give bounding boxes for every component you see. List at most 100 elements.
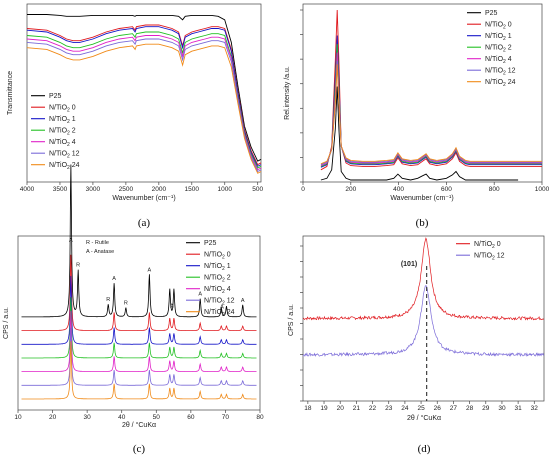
panel-a-series-p25 [27, 14, 262, 162]
panel-c-legend-label-n-tio2-1: N/TiO2 1 [204, 263, 231, 272]
panel-a: 4000 3500 3000 2500 2000 1500 1000 500 P25 N/TiO… [7, 3, 264, 229]
panel-a-xlabel: Wavenumber (cm⁻¹) [112, 195, 175, 202]
panel-d-xtick-19: 19 [320, 405, 328, 412]
panel-b-legend-label-n-tio2-1: N/TiO2 1 [485, 33, 512, 42]
panel-c-peak-label: A [69, 238, 73, 244]
panel-b-xtick-600: 600 [441, 186, 452, 193]
panel-d-series-n-tio2-12 [302, 285, 545, 357]
panel-c-peak-label: R [106, 297, 110, 303]
panel-a-xtick-1500: 1500 [185, 186, 200, 193]
panel-d-xtick-21: 21 [353, 405, 361, 412]
panel-a-xtick-2000: 2000 [152, 186, 167, 193]
panel-a-legend-label-n-tio2-12: N/TiO2 12 [49, 151, 80, 160]
panel-d-legend-label-n-tio2-12: N/TiO2 12 [474, 253, 505, 262]
panel-a-xtick-2500: 2500 [119, 186, 134, 193]
panel-a-legend-label-n-tio2-4: N/TiO2 4 [49, 139, 76, 148]
panel-c-ticks: 10 20 30 40 50 60 70 80 [14, 410, 264, 421]
panel-d-xtick-22: 22 [369, 405, 377, 412]
panel-a-legend-label-n-tio2-1: N/TiO2 1 [49, 116, 76, 125]
panel-d-annotation-101: (101) [401, 261, 417, 268]
panel-c-label: (c) [133, 443, 146, 455]
panel-c-legend: P25 N/TiO2 0 N/TiO2 1 N/TiO2 2 N/TiO2 4 N/TiO… [186, 240, 235, 318]
panel-c-series-n-tio2-1 [21, 275, 257, 345]
panel-c-curves [21, 164, 257, 400]
panel-c-peak-label: A [112, 276, 116, 282]
panel-d-label: (d) [418, 443, 431, 455]
panel-b-legend-label-n-tio2-0: N/TiO2 0 [485, 22, 512, 31]
panel-b-series-n-tio2-0 [320, 9, 542, 171]
panel-b-legend: P25 N/TiO2 0 N/TiO2 1 N/TiO2 2 N/TiO2 4 N/TiO… [467, 10, 516, 88]
panel-a-ylabel: Transmittance [7, 71, 14, 115]
panel-c-ylabel: CPS / a.u. [3, 307, 10, 339]
panel-b-legend-label-n-tio2-24: N/TiO2 24 [485, 79, 516, 88]
panel-c-peak-markers: A R R A R A A A A A [69, 238, 245, 311]
panel-c-peak-label: R [76, 263, 80, 269]
panel-b-series-n-tio2-12 [320, 60, 542, 166]
panel-c-series-n-tio2-12 [21, 327, 257, 386]
panel-a-series-n-tio2-24 [26, 43, 262, 174]
panel-d-series-n-tio2-0 [302, 237, 544, 321]
panel-d-xtick-30: 30 [498, 405, 506, 412]
panel-b-xlabel: Wavenumber (cm⁻¹) [390, 195, 453, 202]
panel-d-xtick-25: 25 [417, 405, 425, 412]
panel-b-xtick-400: 400 [393, 186, 404, 193]
panel-b-xtick-1000: 1000 [535, 186, 550, 193]
panel-c-xtick-70: 70 [222, 414, 230, 421]
panel-d-xlabel: 2θ / °CuKα [407, 414, 441, 422]
panel-a-series-n-tio2-0 [26, 24, 262, 166]
panel-d-xtick-28: 28 [466, 405, 474, 412]
panel-a-ticks: 4000 3500 3000 2500 2000 1500 1000 500 [20, 182, 264, 193]
panel-a-curves [26, 14, 262, 174]
panel-d-curves [302, 237, 545, 401]
panel-a-xtick-1000: 1000 [218, 186, 233, 193]
panel-b-xtick-0: 0 [301, 186, 305, 193]
panel-a-series-n-tio2-12 [26, 38, 262, 173]
panel-b-legend-label-n-tio2-12: N/TiO2 12 [485, 68, 516, 77]
panel-c-xtick-40: 40 [118, 414, 126, 421]
panel-c-legend-label-n-tio2-24: N/TiO2 24 [204, 309, 235, 318]
panel-c-series-n-tio2-2 [21, 297, 257, 359]
panel-a-series-n-tio2-4 [26, 35, 262, 171]
panel-a-frame [26, 3, 262, 183]
panel-d-ylabel: CPS / a.u. [288, 304, 295, 336]
panel-a-legend-label-n-tio2-24: N/TiO2 24 [49, 162, 80, 171]
panel-c-annotation-rutile: R - Rutile [86, 240, 109, 246]
panel-a-xtick-4000: 4000 [20, 186, 35, 193]
panel-c: A R R A R A A A A A 10 20 30 40 50 60 70 80 P25 N/TiO2 0 N… [3, 164, 264, 455]
panel-b-label: (b) [416, 217, 429, 229]
panel-c-peak-label: A [170, 303, 174, 309]
panel-c-series-n-tio2-0 [21, 254, 257, 331]
panel-d-xtick-27: 27 [450, 405, 458, 412]
panel-d-xtick-32: 32 [531, 405, 539, 412]
panel-c-xtick-60: 60 [187, 414, 195, 421]
panel-d-xtick-26: 26 [434, 405, 442, 412]
panel-b-xtick-800: 800 [489, 186, 500, 193]
panel-b-frame [302, 3, 543, 183]
panel-b: 0 200 400 600 800 1000 P25 N/TiO2 0 N/TiO2 1 N/T… [284, 3, 550, 229]
panel-a-legend-label-n-tio2-2: N/TiO2 2 [49, 128, 76, 137]
panel-c-legend-label-n-tio2-2: N/TiO2 2 [204, 275, 231, 284]
panel-c-peak-label: A [220, 305, 224, 311]
panel-c-frame [17, 235, 261, 411]
panel-c-xtick-20: 20 [49, 414, 57, 421]
panel-c-peak-label: A [241, 298, 245, 304]
panel-c-series-n-tio2-24 [21, 341, 257, 400]
panel-b-series-p25 [320, 86, 519, 181]
panel-a-legend-label-n-tio2-0: N/TiO2 0 [49, 105, 76, 114]
panel-c-legend-label-n-tio2-4: N/TiO2 4 [204, 286, 231, 295]
panel-b-ticks: 0 200 400 600 800 1000 [300, 9, 550, 193]
panel-c-peak-label: A [148, 267, 152, 273]
panel-d-ticks: 18 19 20 21 22 23 24 25 26 27 28 29 30 31 32 [300, 245, 539, 412]
panel-c-xlabel: 2θ / °CuKα [122, 421, 156, 429]
panel-b-legend-label-n-tio2-2: N/TiO2 2 [485, 45, 512, 54]
panel-a-series-n-tio2-1 [26, 26, 262, 167]
panel-a-legend-label-p25: P25 [49, 93, 62, 100]
panel-b-series-n-tio2-24 [320, 64, 542, 165]
panel-a-series-n-tio2-2 [26, 31, 262, 169]
panel-c-series-p25 [21, 164, 257, 318]
panel-b-xtick-200: 200 [345, 186, 356, 193]
panel-d-legend: N/TiO2 0 N/TiO2 12 [456, 241, 505, 262]
panel-b-curves [320, 9, 542, 181]
panel-d-xtick-23: 23 [385, 405, 393, 412]
